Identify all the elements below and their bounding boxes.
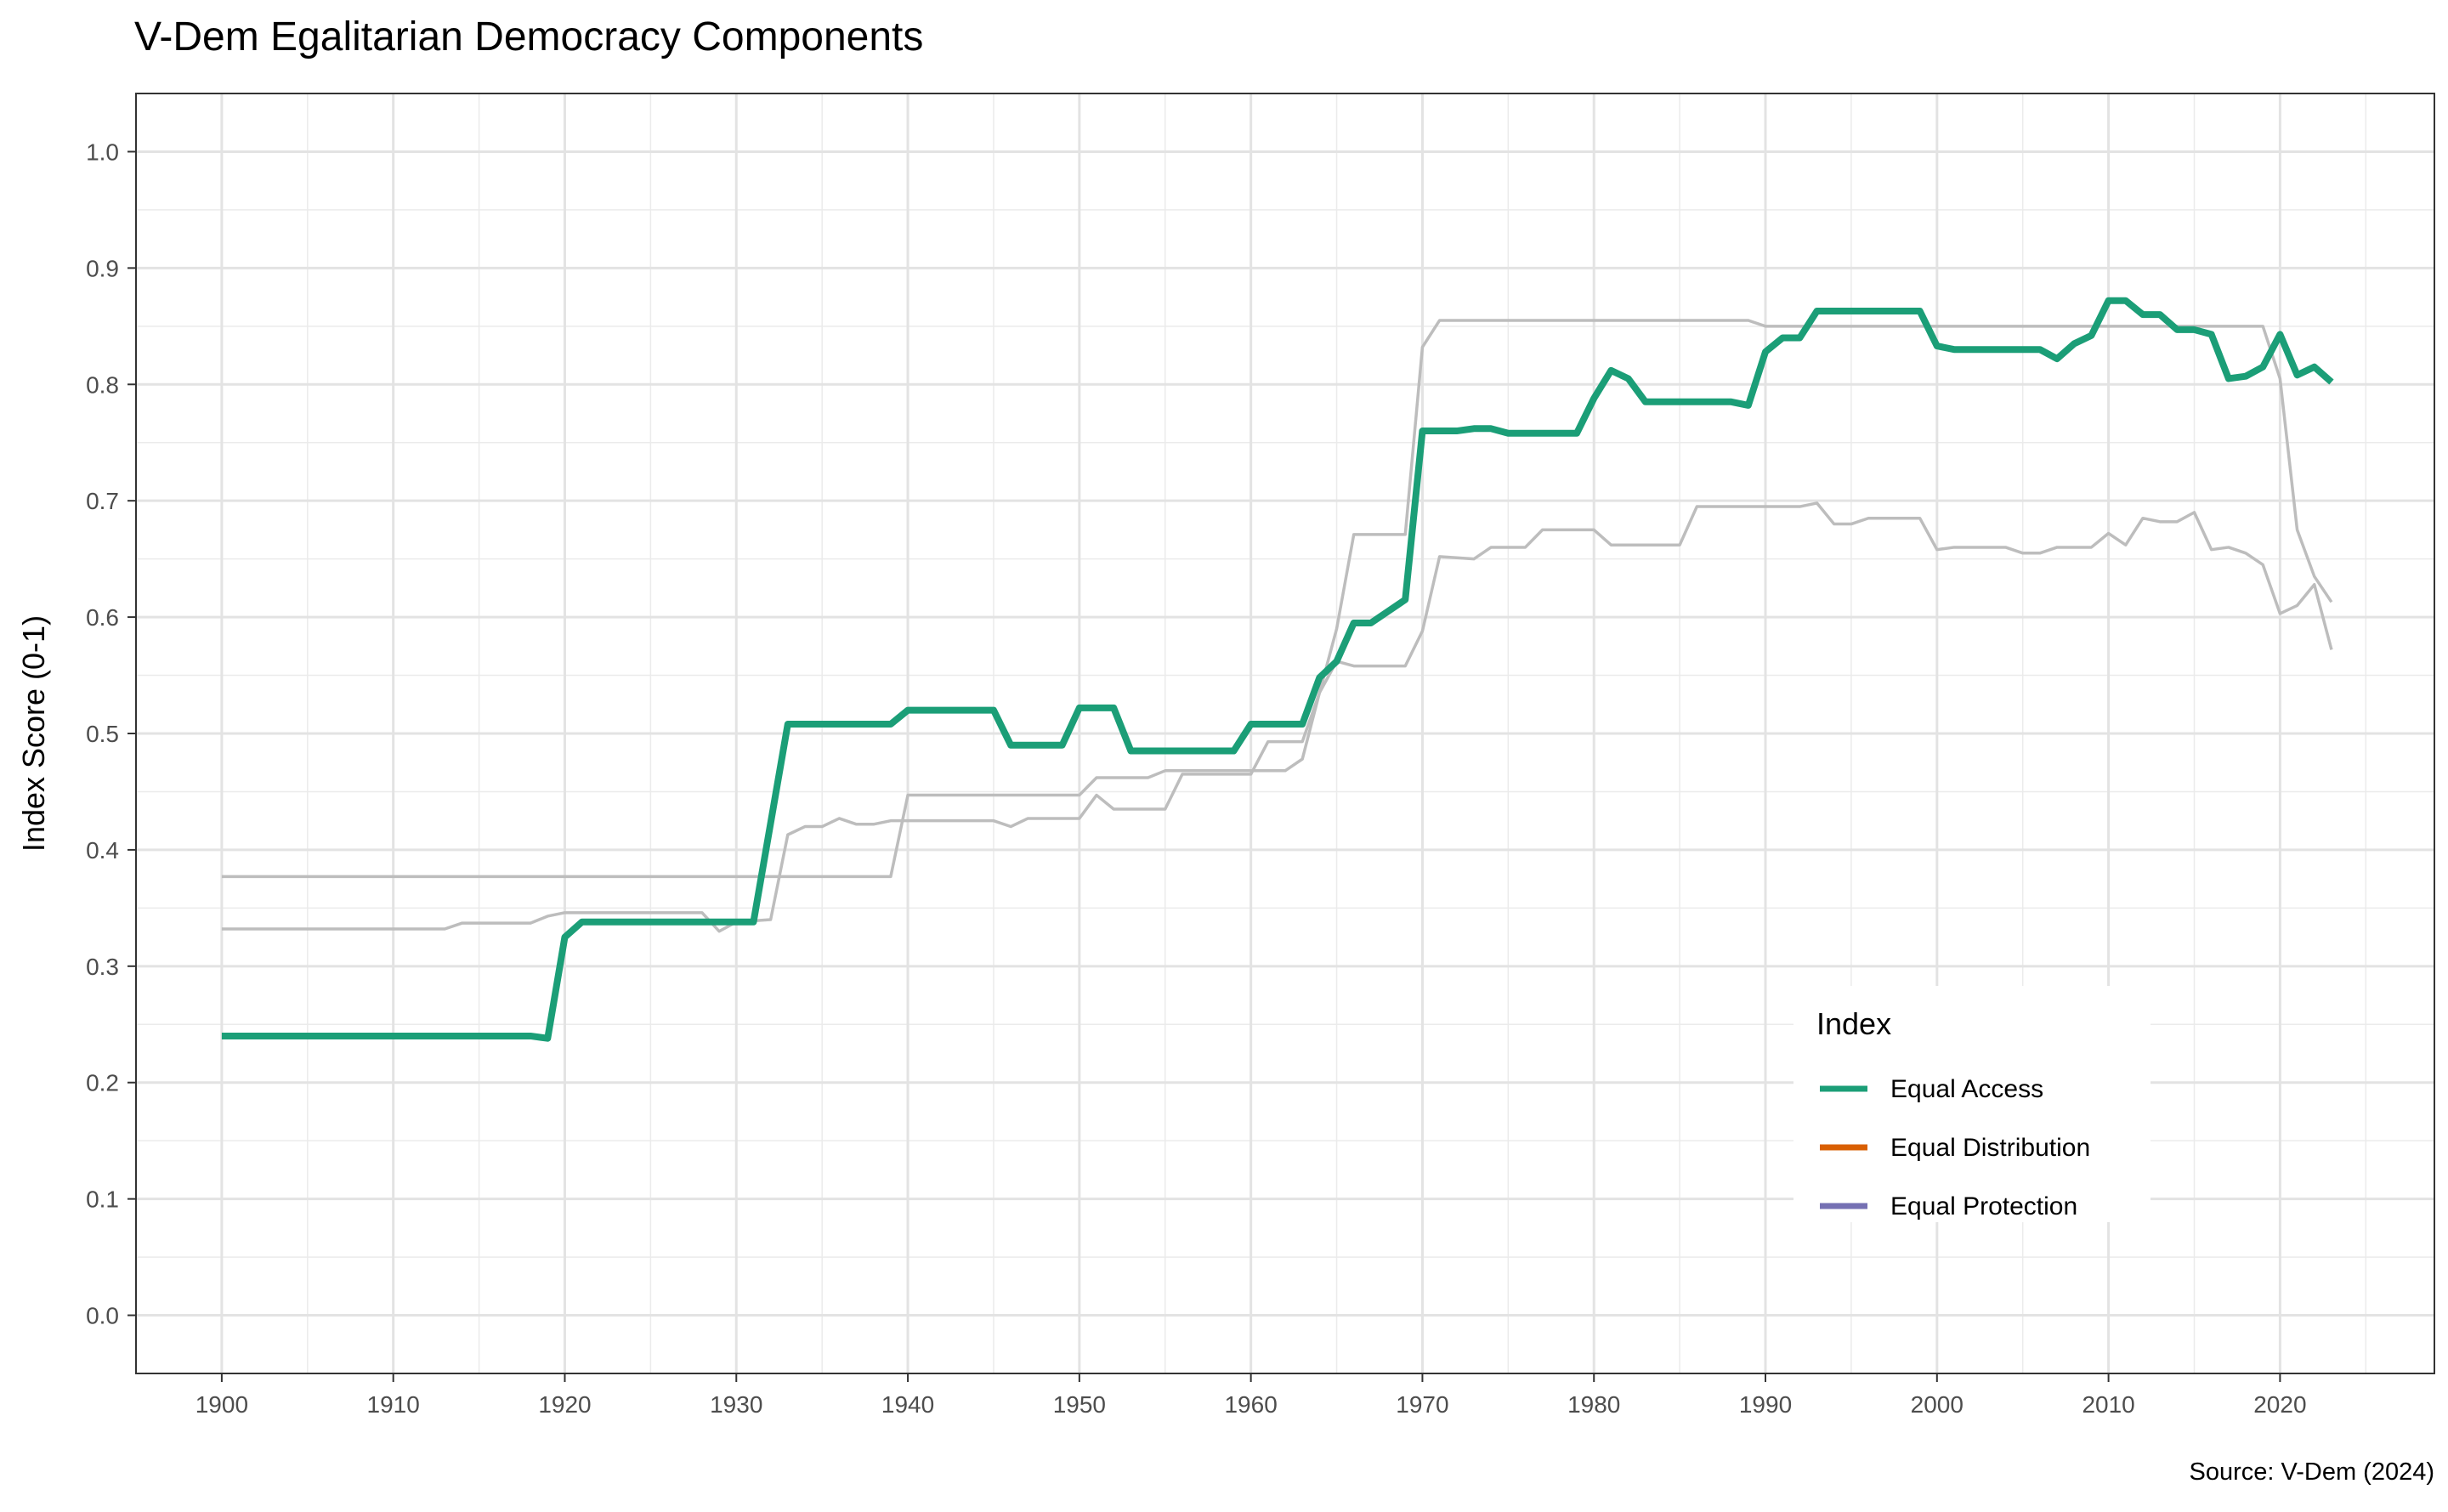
series-line-equal-protection — [221, 501, 2333, 933]
x-tick-label: 1970 — [1396, 1391, 1448, 1418]
x-tick-label: 1910 — [367, 1391, 420, 1418]
y-axis: 0.0 0.1 0.2 0.3 0.4 0.5 0.6 0.7 0.8 0.9 1.0 — [86, 139, 136, 1329]
y-tick-label: 0.7 — [86, 488, 119, 514]
x-tick-label: 1990 — [1739, 1391, 1792, 1418]
x-tick-label: 1960 — [1224, 1391, 1277, 1418]
y-tick-label: 0.3 — [86, 954, 119, 980]
x-tick-label: 1930 — [710, 1391, 762, 1418]
chart-caption: Source: V-Dem (2024) — [2189, 1458, 2434, 1486]
y-tick-label: 1.0 — [86, 139, 119, 165]
x-tick-label: 1900 — [196, 1391, 248, 1418]
y-tick-label: 0.5 — [86, 721, 119, 747]
legend: Index Equal Access Equal Distribution Eq… — [1794, 986, 2150, 1222]
x-tick-label: 2000 — [1911, 1391, 1964, 1418]
x-axis: 1900 1910 1920 1930 1940 1950 1960 1970 1980 1990… — [196, 1373, 2307, 1418]
legend-background — [1794, 986, 2150, 1222]
y-axis-title: Index Score (0-1) — [16, 615, 51, 852]
legend-title: Index — [1816, 1006, 1891, 1041]
x-tick-label: 2010 — [2082, 1391, 2134, 1418]
y-tick-label: 0.8 — [86, 371, 119, 398]
chart-title: V-Dem Egalitarian Democracy Components — [134, 14, 923, 59]
legend-label-equal-protection: Equal Protection — [1890, 1192, 2077, 1220]
x-tick-label: 2020 — [2253, 1391, 2306, 1418]
legend-label-equal-access: Equal Access — [1890, 1075, 2043, 1103]
x-tick-label: 1940 — [881, 1391, 934, 1418]
y-tick-label: 0.9 — [86, 255, 119, 281]
x-tick-label: 1950 — [1053, 1391, 1106, 1418]
x-tick-label: 1920 — [538, 1391, 591, 1418]
y-tick-label: 0.2 — [86, 1070, 119, 1096]
y-tick-label: 0.4 — [86, 837, 119, 864]
y-tick-label: 0.0 — [86, 1303, 119, 1329]
series-line-equal-access — [221, 297, 2334, 1042]
legend-label-equal-distribution: Equal Distribution — [1890, 1134, 2090, 1162]
x-tick-label: 1980 — [1567, 1391, 1620, 1418]
series-lines — [221, 297, 2334, 1042]
y-tick-label: 0.1 — [86, 1186, 119, 1213]
y-tick-label: 0.6 — [86, 604, 119, 631]
